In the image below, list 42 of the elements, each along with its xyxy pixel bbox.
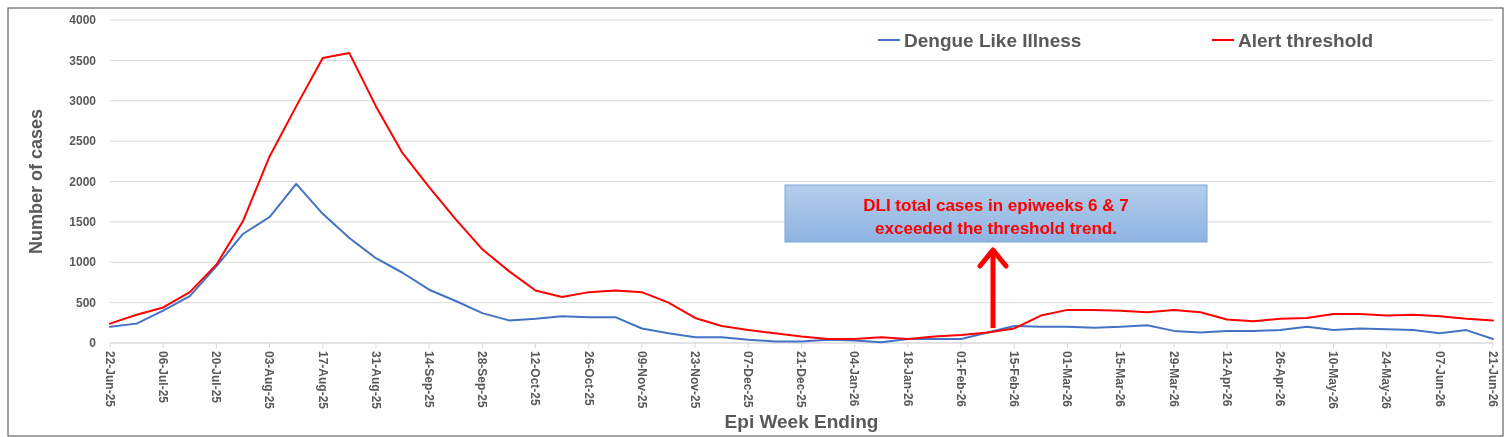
x-tick-label: 24-May-26 <box>1379 351 1394 410</box>
x-tick-label: 21-Dec-25 <box>794 351 809 409</box>
x-tick-label: 26-Apr-26 <box>1273 351 1288 407</box>
y-tick-label: 2500 <box>69 134 97 149</box>
y-tick-label: 4000 <box>69 13 97 28</box>
x-tick-label: 22-Jun-25 <box>102 351 117 408</box>
y-tick-label: 500 <box>75 295 97 310</box>
legend-label: Dengue Like Illness <box>904 29 1082 51</box>
x-tick-label: 18-Jan-26 <box>900 351 915 407</box>
x-tick-label: 07-Dec-25 <box>741 351 756 409</box>
x-tick-label: 23-Nov-25 <box>687 351 702 409</box>
y-axis-title: Number of cases <box>26 108 46 255</box>
y-tick-label: 1000 <box>69 255 97 270</box>
y-tick-label: 2000 <box>69 174 97 189</box>
x-tick-label: 20-Jul-25 <box>209 351 224 404</box>
y-tick-label: 3500 <box>69 53 97 68</box>
x-tick-label: 29-Mar-26 <box>1166 351 1181 408</box>
y-tick-label: 0 <box>89 336 97 351</box>
x-tick-label: 28-Sep-25 <box>475 351 490 409</box>
x-tick-label: 01-Feb-26 <box>953 351 968 408</box>
x-tick-label: 06-Jul-25 <box>155 351 170 404</box>
x-tick-label: 21-Jun-26 <box>1485 351 1500 408</box>
y-tick-label: 1500 <box>69 215 97 230</box>
x-tick-label: 12-Apr-26 <box>1219 351 1234 407</box>
x-tick-label: 07-Jun-26 <box>1432 351 1447 408</box>
x-tick-label: 09-Nov-25 <box>634 351 649 409</box>
line-series <box>109 52 1494 340</box>
x-tick-label: 12-Oct-25 <box>528 351 543 407</box>
x-tick-label: 15-Feb-26 <box>1007 351 1022 408</box>
x-tick-label: 31-Aug-25 <box>368 351 383 410</box>
x-tick-label: 04-Jan-26 <box>847 351 862 407</box>
x-tick-label: 01-Mar-26 <box>1060 351 1075 408</box>
x-tick-label: 15-Mar-26 <box>1113 351 1128 408</box>
legend-label: Alert threshold <box>1238 29 1374 51</box>
annotation: DLI total cases in epiweeks 6 & 7 exceeded the threshold trend. <box>863 195 1129 238</box>
x-tick-label: 10-May-26 <box>1326 351 1341 410</box>
x-tick-label: 26-Oct-25 <box>581 351 596 407</box>
y-tick-label: 3000 <box>69 93 97 108</box>
x-tick-label: 17-Aug-25 <box>315 351 330 410</box>
x-tick-label: 03-Aug-25 <box>262 351 277 410</box>
x-axis-title: Epi Week Ending <box>724 411 879 432</box>
x-tick-label: 14-Sep-25 <box>421 351 436 409</box>
